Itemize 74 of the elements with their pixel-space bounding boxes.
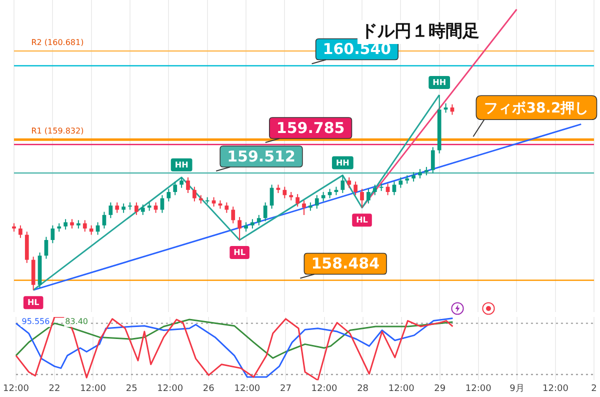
candlestick [186,176,190,194]
candlestick [82,220,87,232]
ref-line-label: R2 (160.681) [31,38,84,48]
candlestick [173,181,178,196]
x-tick-label: 29 [434,384,446,394]
candlestick [321,192,326,202]
candlestick [418,168,422,179]
candlestick [44,236,48,260]
annotation: フィボ38.2押し [484,100,589,116]
x-tick-label: 27 [280,384,292,394]
annotation: 95.556 [22,317,50,326]
candlestick [166,188,171,202]
candlestick [50,224,55,244]
candlestick [250,218,254,230]
x-tick-label: 12:00 [542,384,569,394]
candlestick [180,176,184,188]
candlestick [379,183,384,192]
x-tick-label: 12:00 [388,384,415,394]
candlestick [192,186,196,202]
candlestick [244,222,248,232]
data-label: HL [27,298,40,308]
candlestick [372,184,377,196]
x-tick-label: 12:00 [311,384,338,394]
candlestick [282,186,287,199]
x-tick-label: 28 [357,384,369,394]
x-tick-label: 25 [126,384,138,394]
x-tick-label: 12:00 [80,384,106,394]
x-tick-label: 12:00 [465,384,492,394]
candlestick [122,202,126,214]
candlestick [366,188,370,204]
candlestick [70,218,74,230]
data-label: HL [356,216,368,225]
candlestick [64,218,68,230]
candlestick [224,202,229,214]
candlestick [398,176,403,188]
candlestick [231,206,236,224]
candlestick [102,211,106,230]
candlestick [314,194,319,210]
x-tick-label: 9月 [510,384,524,394]
candlestick [108,202,113,219]
candlestick [354,181,358,196]
ref-line-label: 159.512 [227,147,296,166]
candlestick [360,188,364,208]
ref-line-label: 159.785 [276,118,345,137]
annotation: 83.40 [65,317,88,326]
candlestick [302,200,306,216]
ref-line-label: 160.540 [322,40,392,58]
candlestick [89,224,94,236]
ref-line-label: R1 (159.832) [31,126,84,136]
candlestick [263,202,268,222]
x-tick-label: 12:00 [234,384,260,394]
candlestick [18,224,22,238]
ref-line-label: 158.484 [311,254,380,273]
x-tick-label: 12:00 [157,384,184,394]
candlestick [134,202,138,216]
x-tick-label: 26 [202,384,215,394]
candlestick [430,146,435,174]
x-tick-label: 12:00 [3,384,30,394]
data-label: HH [336,158,350,168]
x-tick-label: 22 [48,384,60,394]
candlestick [140,204,145,216]
candlestick [347,176,352,188]
text: ドル円１時間足 [360,21,480,42]
candlestick [238,216,242,240]
candlestick [340,174,345,194]
candlestick [115,202,120,214]
candlestick [296,194,300,208]
data-label: HL [234,248,246,258]
x-tick-label: 2 [591,384,597,394]
data-label: HH [432,78,446,88]
candlestick [412,172,416,182]
candlestick [256,214,261,226]
data-label: HH [174,160,188,170]
candlestick [392,181,396,196]
